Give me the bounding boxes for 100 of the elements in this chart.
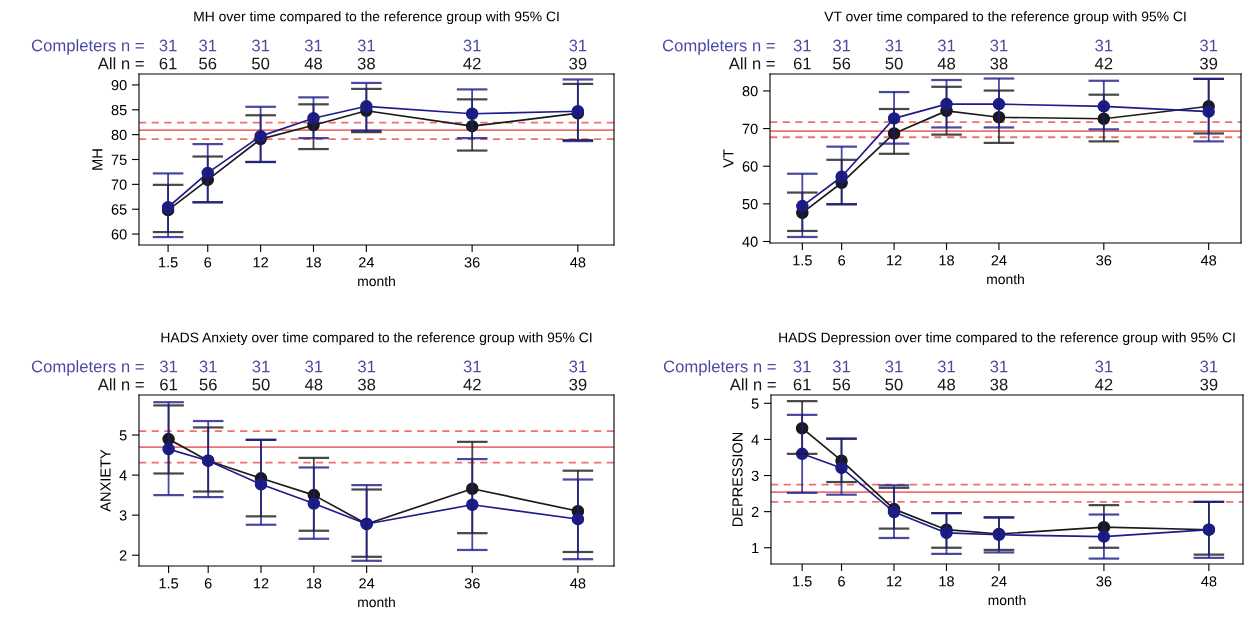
text: 39 [1200,378,1218,391]
x-axis-title: month [358,596,395,608]
x-tick-label: 24 [991,576,1007,587]
text: 38 [990,378,1008,391]
y-tick-label: 2 [751,506,759,517]
text: 61 [160,378,178,391]
text: 31 [937,360,955,373]
y-tick-label: 60 [111,229,127,240]
text: 39 [1200,57,1218,70]
y-tick-label: 50 [742,198,758,210]
x-tick-label: 48 [570,257,586,268]
y-tick-label: 4 [751,434,759,445]
text: 31 [252,360,270,373]
y-tick-label: 70 [742,123,758,134]
text: 31 [251,39,270,52]
text: All n = [728,57,775,70]
text: 39 [569,378,587,391]
text: 31 [569,360,587,373]
text: 31 [463,360,481,373]
y-tick-label: 75 [111,154,127,165]
y-tick-label: 60 [742,161,758,172]
y-tick-label: 5 [751,398,759,409]
text: 31 [885,360,903,373]
x-tick-label: 18 [939,255,954,266]
chart-title: MH over time compared to the reference group with 95% CI [194,11,559,25]
y-tick-label: 5 [119,430,127,441]
text: 31 [159,360,178,373]
text: Completers n = [662,39,775,55]
x-tick-label: 6 [204,578,212,589]
text: Completers n = [663,360,776,376]
text: 56 [199,378,217,391]
y-tick-label: 3 [751,470,759,481]
text: 31 [793,360,811,373]
text: 61 [793,57,811,70]
text: 31 [1200,39,1218,52]
text: 31 [793,39,811,52]
x-tick-label: 6 [838,255,846,266]
x-tick-label: 12 [887,255,902,266]
text: Completers n = [31,360,144,376]
y-tick-label: 80 [111,129,127,141]
text: 31 [937,39,955,52]
text: 31 [357,39,375,52]
x-tick-label: 48 [1200,255,1217,266]
y-tick-label: 80 [742,86,758,97]
text: 31 [885,39,903,52]
x-tick-label: 36 [1096,255,1112,266]
text: 31 [990,39,1008,52]
x-tick-label: 1.5 [159,578,179,589]
text: 31 [833,39,851,52]
x-tick-label: 6 [204,257,212,268]
x-tick-label: 18 [306,578,322,589]
text: 38 [990,57,1008,70]
text: 48 [304,57,323,70]
text: 31 [358,360,376,373]
y-axis-title: DEPRESSION [732,432,743,527]
y-axis-title: ANXIETY [100,449,111,512]
text: 50 [885,378,903,391]
text: 31 [1095,360,1113,373]
text: 42 [1095,378,1113,391]
text: 31 [1200,360,1218,373]
text: 50 [885,57,903,70]
text: 31 [463,39,481,52]
text: 31 [832,360,850,373]
text: 50 [252,378,270,391]
x-tick-label: 24 [358,257,375,268]
x-axis-title: month [987,273,1024,285]
text: All n = [97,378,144,391]
text: 31 [159,39,177,52]
y-tick-label: 85 [111,104,127,116]
text: 31 [199,360,217,373]
text: 61 [159,57,177,70]
y-tick-label: 40 [742,236,758,247]
text: 31 [990,360,1008,373]
x-tick-label: 1.5 [159,257,178,268]
x-tick-label: 36 [464,578,480,589]
text: 31 [304,39,322,52]
text: 42 [463,57,481,70]
chart-title: VT over time compared to the reference group with 95% CI [824,11,1186,25]
text: 42 [463,378,481,391]
y-axis-title: MH [92,149,103,170]
text: 38 [358,378,376,391]
text: 38 [357,57,375,70]
chart-title: HADS Depression over time compared to the reference group with 95% CI [779,332,1235,346]
x-tick-label: 36 [464,257,480,268]
text: 48 [937,378,956,391]
y-tick-label: 2 [119,550,127,561]
text: All n = [97,57,144,70]
text: 56 [833,57,851,70]
text: 56 [199,57,217,70]
y-axis-title: VT [723,149,734,168]
text: 31 [569,39,587,52]
text: 50 [252,57,270,70]
text: Completers n = [31,39,144,55]
x-tick-label: 36 [1096,576,1112,587]
x-tick-label: 1.5 [793,255,812,266]
chart-title: HADS Anxiety over time compared to the reference group with 95% CI [161,332,592,346]
text: 48 [304,378,323,391]
y-tick-label: 3 [119,510,127,521]
x-tick-label: 48 [570,578,586,589]
text: All n = [729,378,776,391]
